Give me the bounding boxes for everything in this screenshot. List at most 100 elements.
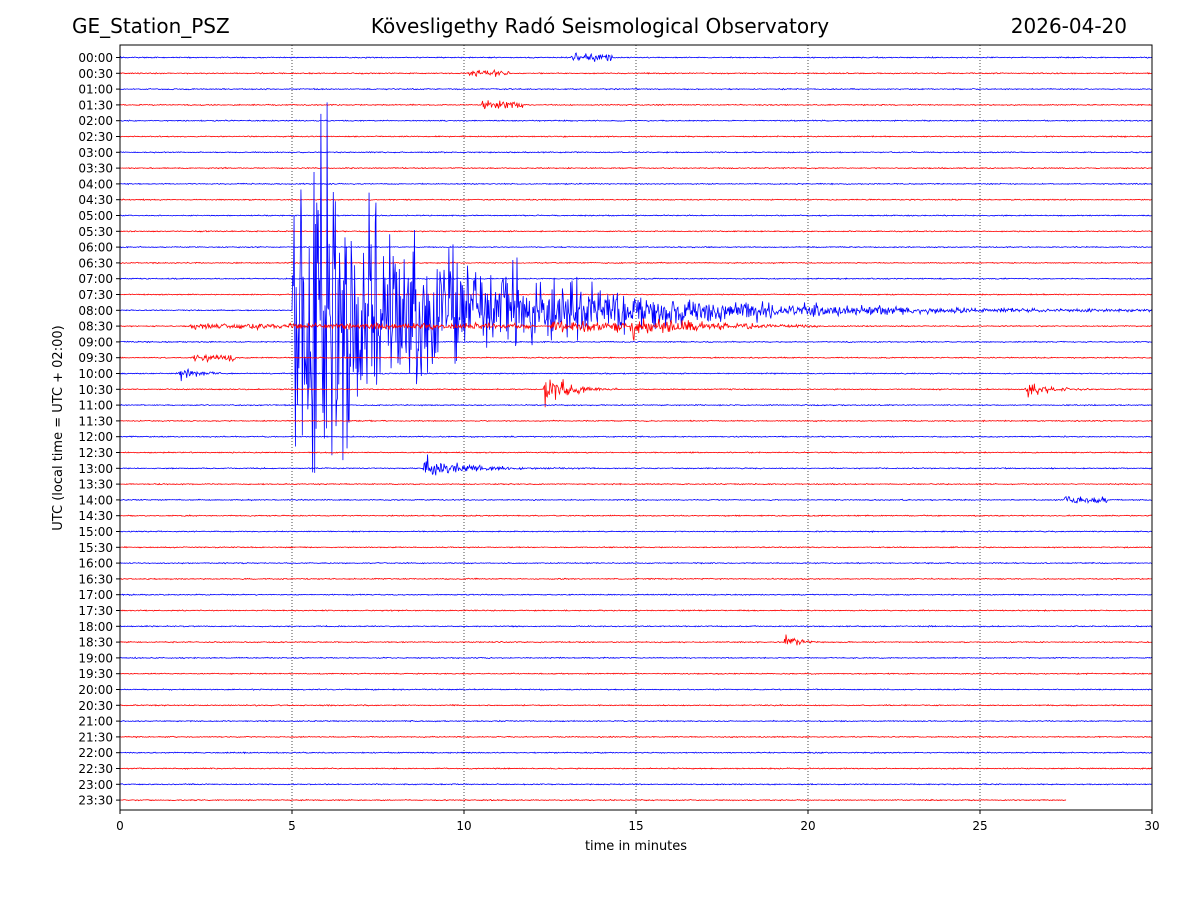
trace-1330 [119, 482, 1153, 486]
trace-1000 [119, 367, 1153, 382]
y-tick-label: 12:00 [78, 430, 113, 444]
trace-1100 [119, 403, 1153, 407]
x-tick-label: 30 [1144, 819, 1159, 833]
y-tick-label: 13:30 [78, 478, 113, 492]
y-tick-label: 05:30 [78, 225, 113, 239]
y-tick-label: 04:00 [78, 177, 113, 191]
y-tick-label: 14:00 [78, 493, 113, 507]
y-tick-label: 20:30 [78, 699, 113, 713]
chart-title: Kövesligethy Radó Seismological Observat… [370, 14, 830, 38]
trace-1200 [119, 435, 1153, 438]
trace-2230 [119, 767, 1153, 770]
grid-lines [291, 45, 981, 810]
trace-1700 [119, 593, 1153, 596]
trace-2130 [119, 735, 1153, 739]
y-axis-label: UTC (local time = UTC + 02:00) [51, 325, 66, 530]
y-tick-label: 05:00 [78, 209, 113, 223]
y-tick-label: 16:00 [78, 557, 113, 571]
trace-0000 [119, 52, 1153, 62]
y-tick-label: 07:00 [78, 272, 113, 286]
trace-1430 [119, 514, 1153, 517]
trace-0200 [119, 119, 1153, 123]
y-tick-label: 02:30 [78, 130, 113, 144]
y-tick-label: 07:30 [78, 288, 113, 302]
x-tick-label: 15 [628, 819, 643, 833]
y-tick-label: 03:00 [78, 146, 113, 160]
y-tick-label: 23:30 [78, 794, 113, 808]
y-tick-label: 04:30 [78, 193, 113, 207]
trace-0430 [119, 198, 1153, 202]
trace-1830 [119, 634, 1153, 646]
y-tick-label: 15:30 [78, 541, 113, 555]
x-tick-label: 0 [116, 819, 124, 833]
trace-1600 [119, 561, 1153, 565]
y-tick-label: 08:00 [78, 304, 113, 318]
y-tick-label: 21:30 [78, 730, 113, 744]
y-tick-label: 09:00 [78, 335, 113, 349]
trace-0930 [119, 353, 1153, 364]
trace-0500 [119, 214, 1153, 217]
trace-0530 [119, 229, 1153, 233]
trace-0230 [119, 135, 1153, 138]
trace-0330 [119, 166, 1153, 170]
trace-0030 [119, 68, 1153, 78]
y-tick-label: 06:00 [78, 241, 113, 255]
x-tick-label: 25 [972, 819, 987, 833]
y-tick-label: 14:30 [78, 509, 113, 523]
trace-1230 [119, 451, 1153, 454]
y-tick-label: 19:00 [78, 651, 113, 665]
trace-0300 [119, 151, 1153, 154]
trace-0130 [119, 100, 1153, 110]
trace-0800 [119, 102, 1153, 473]
trace-0400 [119, 182, 1153, 186]
x-tick-label: 20 [800, 819, 815, 833]
y-tick-label: 09:30 [78, 351, 113, 365]
y-tick-label: 16:30 [78, 572, 113, 586]
trace-1630 [119, 577, 1153, 581]
y-tick-label: 01:30 [78, 98, 113, 112]
y-tick-label: 21:00 [78, 715, 113, 729]
trace-2000 [119, 688, 1153, 691]
y-tick-label: 13:00 [78, 462, 113, 476]
trace-0630 [119, 261, 1153, 265]
y-tick-label: 00:00 [78, 51, 113, 65]
y-tick-label: 22:00 [78, 746, 113, 760]
y-tick-label: 03:30 [78, 162, 113, 176]
y-tick-label: 10:30 [78, 383, 113, 397]
x-tick-label: 5 [288, 819, 296, 833]
trace-1800 [119, 624, 1153, 628]
y-tick-label: 19:30 [78, 667, 113, 681]
trace-1400 [119, 495, 1153, 504]
x-axis-label: time in minutes [585, 839, 687, 854]
y-tick-label: 17:00 [78, 588, 113, 602]
y-tick-label: 12:30 [78, 446, 113, 460]
trace-0900 [119, 340, 1153, 344]
trace-0830 [119, 318, 1153, 341]
trace-1900 [119, 656, 1153, 660]
y-tick-label: 02:00 [78, 114, 113, 128]
trace-1030 [119, 379, 1153, 408]
y-tick-label: 00:30 [78, 67, 113, 81]
y-tick-label: 08:30 [78, 320, 113, 334]
trace-2030 [119, 703, 1152, 707]
y-tick-label: 17:30 [78, 604, 113, 618]
y-tick-label: 01:00 [78, 83, 113, 97]
y-tick-label: 20:00 [78, 683, 113, 697]
trace-0600 [119, 245, 1153, 249]
trace-2330 [119, 798, 1067, 802]
y-tick-label: 06:30 [78, 256, 113, 270]
trace-0100 [119, 87, 1153, 91]
trace-1300 [119, 454, 1153, 476]
trace-0700 [119, 277, 1153, 280]
trace-2300 [119, 783, 1153, 786]
y-tick-label: 15:00 [78, 525, 113, 539]
chart-date: 2026-04-20 [1010, 14, 1127, 38]
x-tick-label: 10 [456, 819, 471, 833]
trace-1500 [119, 530, 1153, 533]
y-tick-label: 23:00 [78, 778, 113, 792]
trace-1930 [119, 672, 1153, 676]
station-name: GE_Station_PSZ [72, 14, 230, 38]
trace-1530 [119, 546, 1153, 549]
